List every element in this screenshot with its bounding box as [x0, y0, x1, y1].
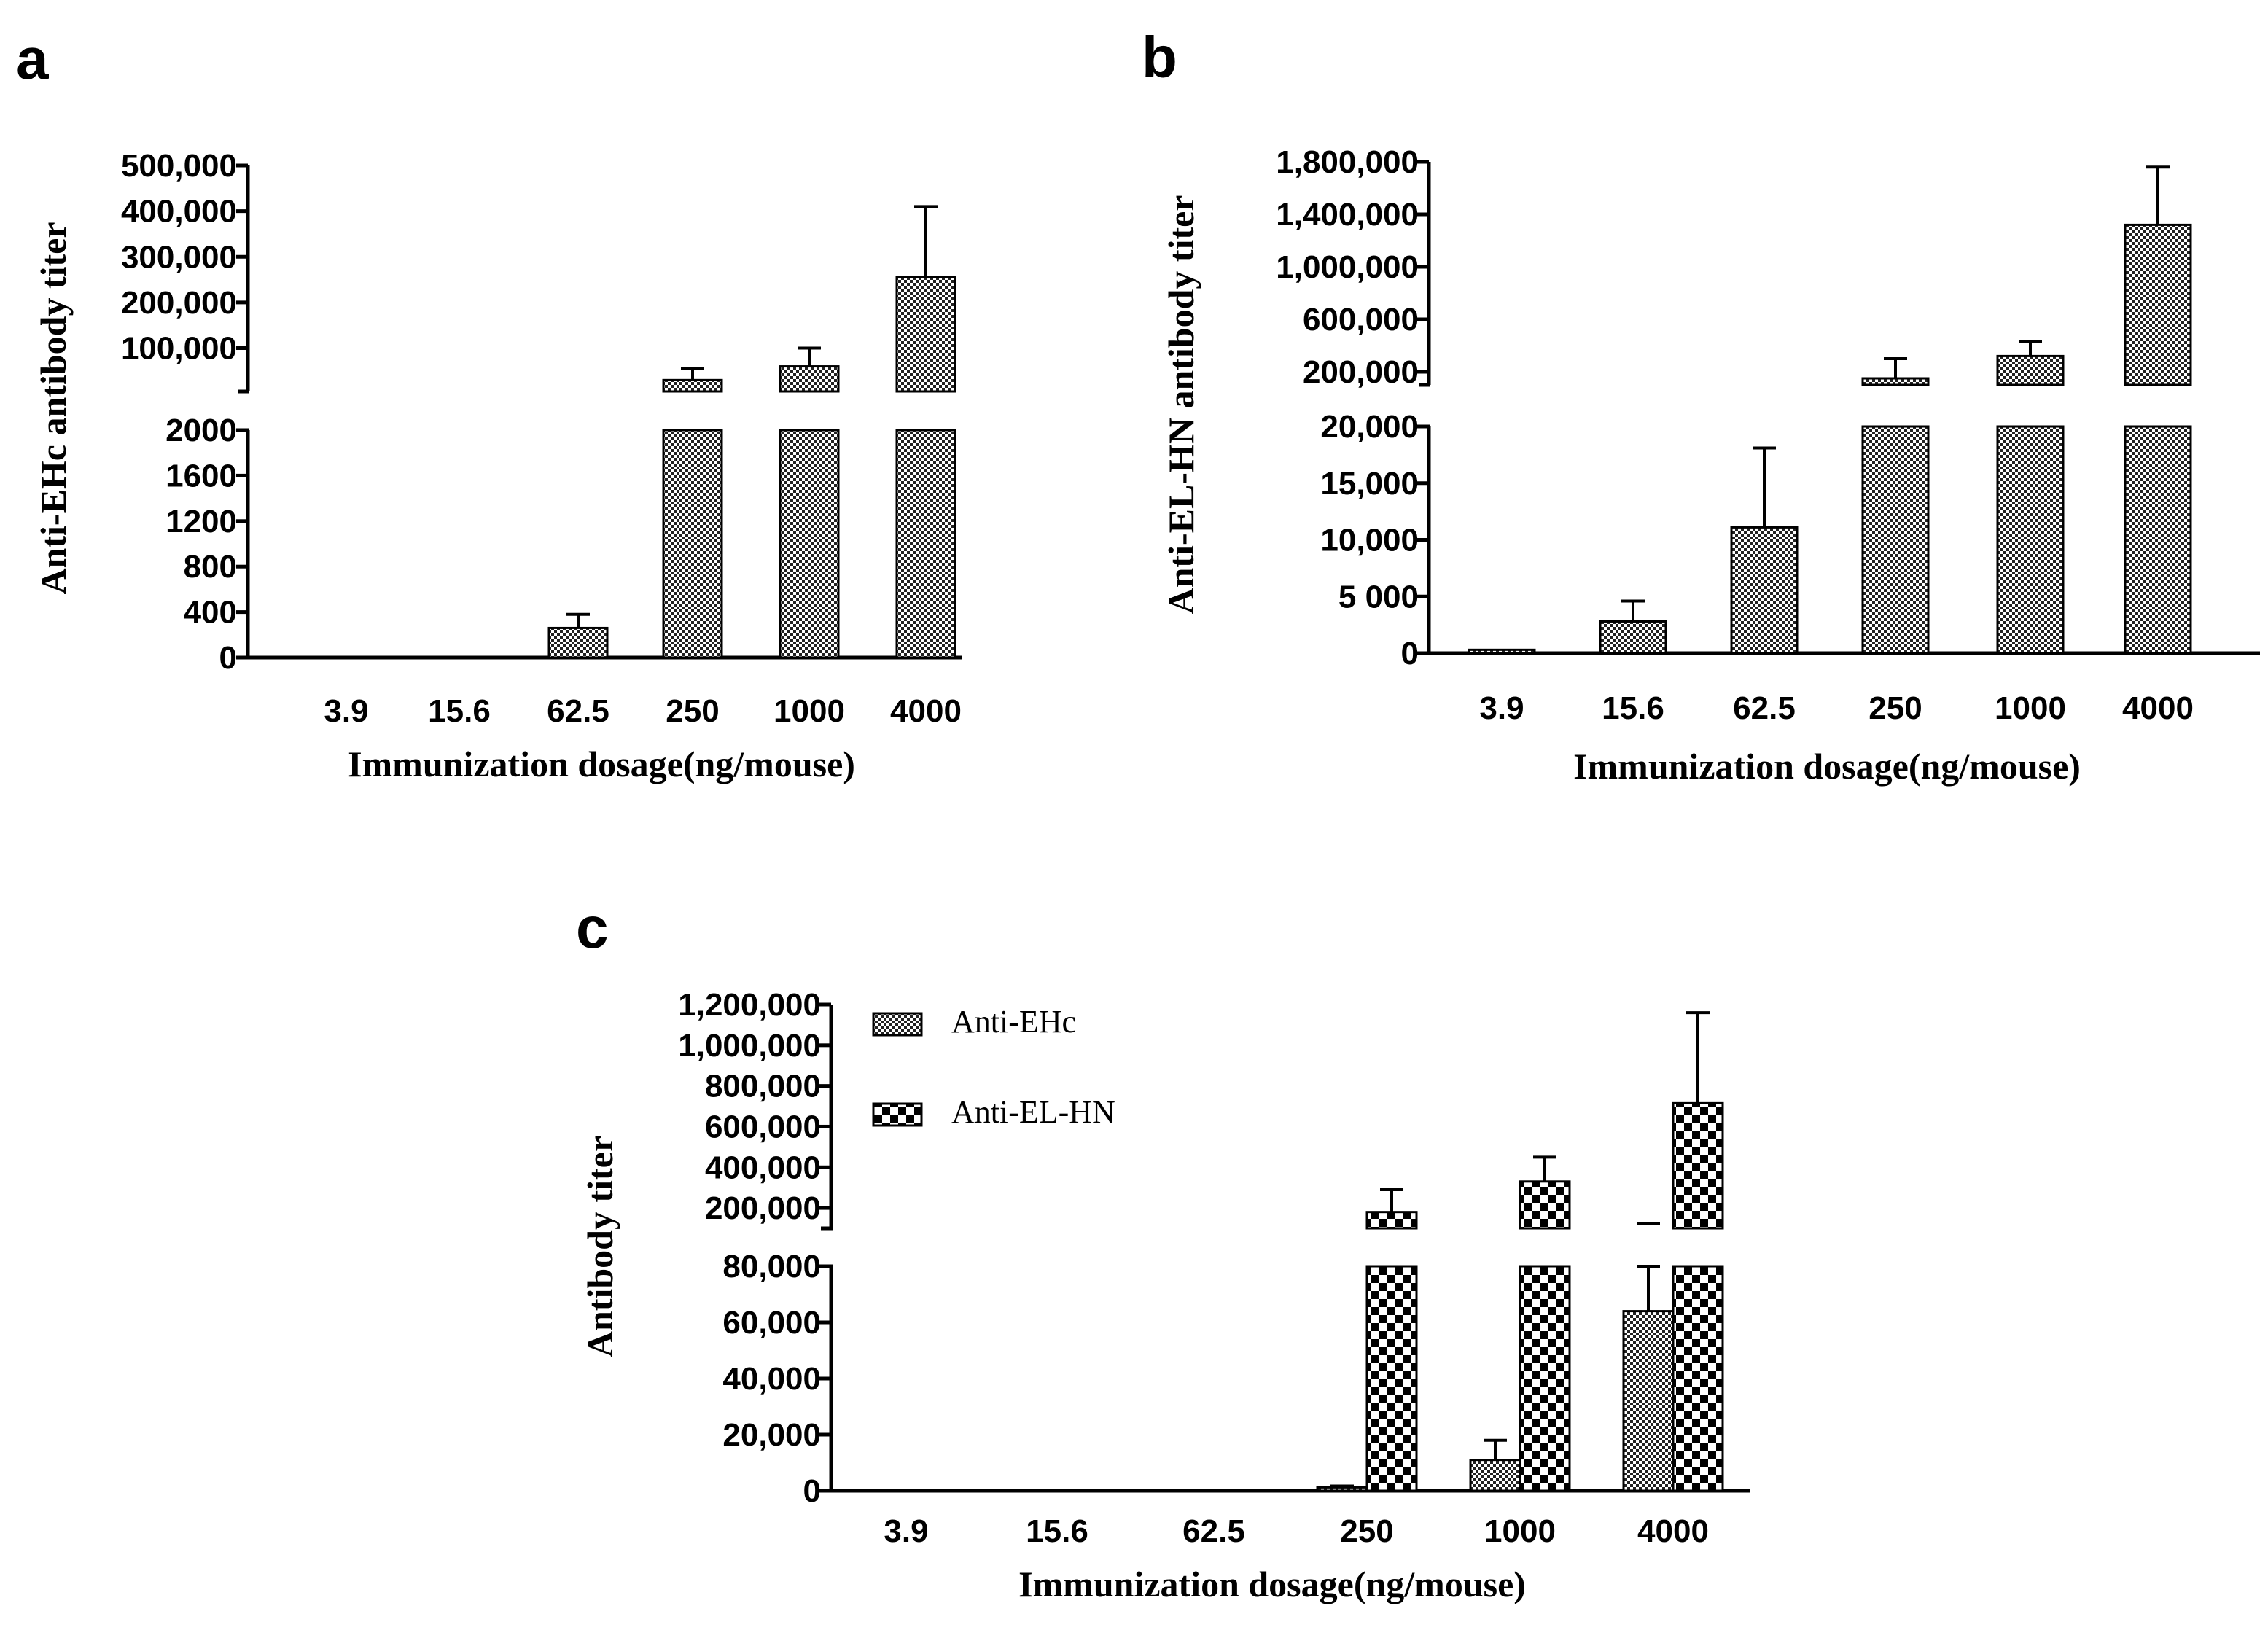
- y-tick-label: 1,400,000: [1276, 197, 1419, 233]
- y-tick-label: 0: [1401, 636, 1419, 671]
- bar-upper-anti-ehc-1000: [779, 365, 840, 393]
- panel-label-c: c: [576, 895, 609, 960]
- x-tick-label: 1000: [1484, 1513, 1556, 1549]
- x-axis-title: Immunization dosage(ng/mouse): [348, 744, 855, 784]
- y-tick-label: 300,000: [121, 239, 237, 275]
- bar-anti-ehc-4000: [1622, 1310, 1675, 1492]
- y-tick-label: 2000: [165, 413, 237, 448]
- bar-upper-anti-el-hn-1000: [1996, 354, 2065, 386]
- y-tick-label: 200,000: [705, 1190, 821, 1226]
- y-tick-label: 40,000: [722, 1361, 821, 1397]
- bar-upper-anti-ehc-4000: [895, 276, 956, 393]
- x-tick-label: 4000: [2122, 690, 2194, 726]
- y-tick-label: 800: [184, 549, 237, 585]
- x-tick-label: 3.9: [884, 1513, 928, 1549]
- y-tick-label: 600,000: [1303, 302, 1419, 338]
- y-tick-label: 80,000: [722, 1249, 821, 1284]
- bar-anti-el-hn-62.5: [1730, 526, 1799, 655]
- x-tick-label: 15.6: [1026, 1513, 1088, 1549]
- y-tick-label: 200,000: [121, 285, 237, 321]
- bar-anti-el-hn-15.6: [1599, 620, 1667, 655]
- x-tick-label: 62.5: [547, 693, 609, 729]
- y-tick-label: 1600: [165, 458, 237, 494]
- bar-anti-ehc-4000: [895, 429, 956, 659]
- panel-label-a: a: [16, 26, 49, 91]
- bar-upper-anti-ehc-250: [662, 378, 723, 393]
- y-tick-label: 200,000: [1303, 354, 1419, 390]
- legend-swatch: [872, 1012, 923, 1037]
- bar-anti-ehc-1000: [1469, 1459, 1521, 1492]
- y-tick-label: 1,200,000: [678, 987, 821, 1023]
- x-tick-label: 62.5: [1182, 1513, 1245, 1549]
- y-tick-label: 1200: [165, 504, 237, 539]
- y-tick-label: 1,000,000: [678, 1028, 821, 1064]
- legend-label: Anti-EHc: [951, 1004, 1076, 1040]
- chart-panel-b: 0 5 000 10,000 15,000 20,000 200,000 600,000 1,…: [1161, 144, 2260, 787]
- y-axis-title: Antibody titer: [580, 1136, 620, 1357]
- legend-swatch: [872, 1102, 923, 1127]
- x-tick-label: 1000: [773, 693, 845, 729]
- bar-anti-el-hn-4000: [1672, 1265, 1724, 1492]
- x-tick-label: 1000: [1995, 690, 2066, 726]
- y-tick-label: 20,000: [722, 1417, 821, 1453]
- x-axis-title: Immunization dosage(ng/mouse): [1573, 746, 2081, 787]
- bar-upper-anti-el-hn-4000: [1672, 1101, 1724, 1230]
- bar-anti-el-hn-1000: [1519, 1265, 1571, 1492]
- bar-upper-anti-el-hn-4000: [2124, 223, 2192, 386]
- y-tick-label: 1,000,000: [1276, 249, 1419, 285]
- y-tick-label: 600,000: [705, 1109, 821, 1144]
- y-tick-label: 400: [184, 595, 237, 631]
- y-tick-label: 20,000: [1320, 409, 1419, 445]
- x-tick-label: 4000: [1637, 1513, 1709, 1549]
- panel-label-b: b: [1142, 25, 1177, 90]
- x-tick-label: 15.6: [1602, 690, 1664, 726]
- x-tick-label: 250: [1340, 1513, 1393, 1549]
- y-tick-label: 400,000: [705, 1150, 821, 1185]
- bar-anti-el-hn-250: [1861, 425, 1930, 655]
- y-axis-title: Anti-EHc antibody titer: [33, 222, 74, 594]
- bar-upper-anti-el-hn-250: [1861, 377, 1930, 386]
- y-tick-label: 400,000: [121, 194, 237, 230]
- legend: Anti-EHc Anti-EL-HN: [872, 1004, 1115, 1130]
- bar-anti-ehc-250: [662, 429, 723, 659]
- y-axis-title: Anti-EL-HN antibody titer: [1161, 195, 1201, 615]
- x-tick-label: 250: [666, 693, 719, 729]
- legend-label: Anti-EL-HN: [951, 1094, 1115, 1130]
- chart-panel-c: 0 20,000 40,000 60,000 80,000 200,000 400,000 6…: [580, 987, 1750, 1604]
- y-tick-label: 500,000: [121, 148, 237, 184]
- y-tick-label: 800,000: [705, 1069, 821, 1104]
- chart-panel-a: 0 400 800 1200 1600 2000 100,000 200,000 300,000…: [33, 148, 962, 784]
- x-axis-title: Immunization dosage(ng/mouse): [1018, 1564, 1526, 1604]
- bar-anti-el-hn-1000: [1996, 425, 2065, 655]
- y-tick-label: 5 000: [1338, 579, 1419, 615]
- y-tick-label: 15,000: [1320, 466, 1419, 502]
- bar-anti-ehc-62.5: [1163, 1489, 1215, 1493]
- x-tick-label: 250: [1868, 690, 1922, 726]
- x-tick-label: 4000: [890, 693, 962, 729]
- y-tick-label: 1,800,000: [1276, 144, 1419, 180]
- bar-anti-el-hn-4000: [2124, 425, 2192, 655]
- y-tick-label: 0: [219, 640, 237, 676]
- x-tick-label: 3.9: [1479, 690, 1524, 726]
- x-tick-label: 15.6: [428, 693, 491, 729]
- bar-anti-ehc-1000: [779, 429, 840, 659]
- y-tick-label: 60,000: [722, 1305, 821, 1341]
- bar-upper-anti-el-hn-1000: [1519, 1180, 1571, 1230]
- y-tick-label: 100,000: [121, 331, 237, 367]
- y-tick-label: 0: [803, 1473, 821, 1509]
- bar-anti-ehc-62.5: [547, 626, 609, 659]
- bar-anti-el-hn-250: [1365, 1265, 1418, 1492]
- bar-anti-el-hn-3.9: [1468, 648, 1536, 655]
- x-tick-label: 62.5: [1733, 690, 1796, 726]
- y-tick-label: 10,000: [1320, 523, 1419, 558]
- bar-anti-ehc-250: [1316, 1486, 1368, 1492]
- x-tick-label: 3.9: [324, 693, 368, 729]
- bar-upper-anti-el-hn-250: [1365, 1211, 1418, 1230]
